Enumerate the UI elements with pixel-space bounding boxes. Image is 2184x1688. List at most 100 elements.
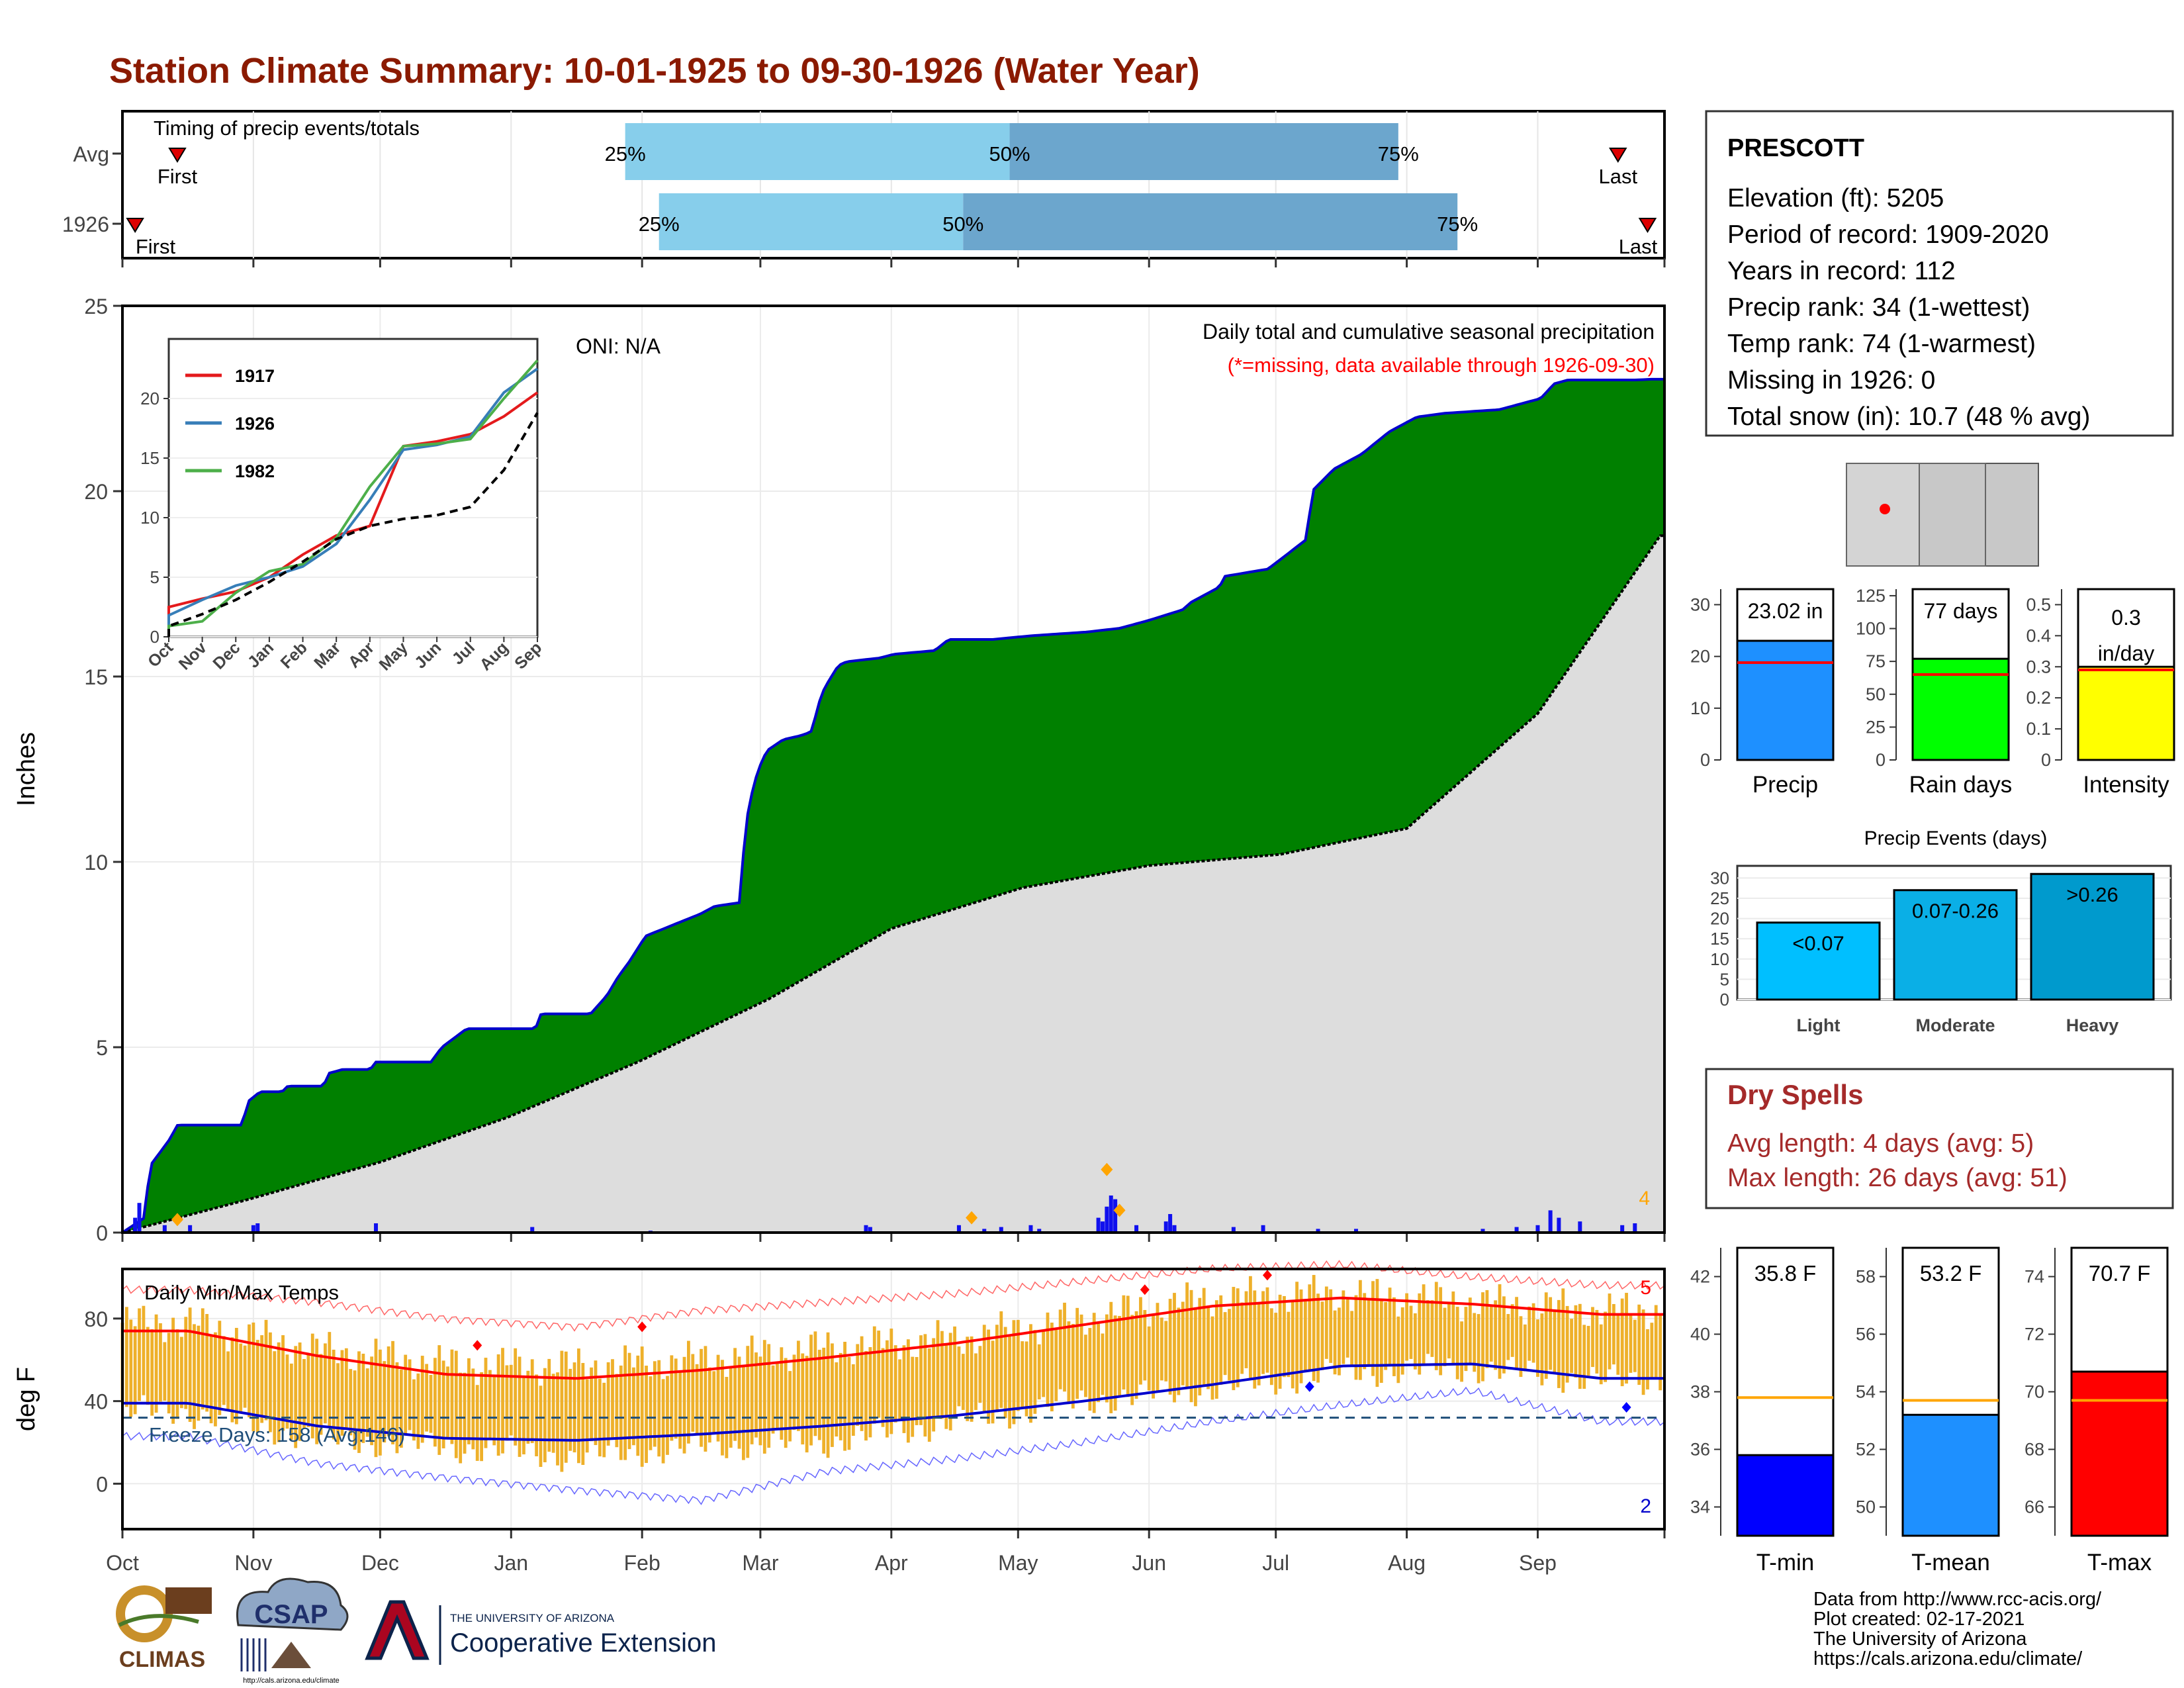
daily-temp-bar bbox=[420, 1356, 424, 1443]
daily-temp-bar bbox=[737, 1356, 741, 1449]
month-label: May bbox=[998, 1551, 1038, 1575]
daily-temp-bar bbox=[733, 1348, 737, 1441]
daily-temp-bar bbox=[264, 1319, 268, 1421]
daily-temp-bar bbox=[741, 1364, 745, 1460]
daily-temp-bar bbox=[378, 1349, 382, 1456]
climas-block bbox=[165, 1587, 212, 1614]
daily-temp-bar bbox=[1050, 1323, 1054, 1412]
daily-temp-bar bbox=[611, 1359, 614, 1439]
daily-temp-bar bbox=[1092, 1313, 1096, 1413]
daily-temp-bar bbox=[953, 1326, 956, 1418]
station-info-line: Period of record: 1909-2020 bbox=[1727, 220, 2049, 249]
daily-temp-bar bbox=[948, 1333, 952, 1430]
daily-temp-bar bbox=[1418, 1293, 1422, 1375]
daily-precip-bar bbox=[530, 1227, 535, 1233]
record-low-count: 2 bbox=[1640, 1495, 1651, 1517]
pct-25-label: 25% bbox=[639, 212, 680, 236]
daily-temp-bar bbox=[1477, 1314, 1480, 1383]
daily-temp-bar bbox=[1549, 1297, 1553, 1370]
daily-temp-bar bbox=[1582, 1325, 1586, 1389]
tempbar-bar bbox=[1901, 1413, 2000, 1537]
daily-temp-bar bbox=[1042, 1330, 1046, 1397]
daily-temp-bar bbox=[843, 1341, 846, 1451]
daily-temp-bar bbox=[535, 1374, 538, 1456]
daily-temp-bar bbox=[886, 1340, 889, 1438]
daily-temp-bar bbox=[277, 1342, 281, 1442]
daily-temp-bar bbox=[716, 1354, 720, 1442]
daily-temp-bar bbox=[1130, 1315, 1134, 1405]
last-event-marker bbox=[1609, 148, 1627, 163]
daily-temp-bar bbox=[1118, 1315, 1121, 1397]
daily-temp-bar bbox=[1494, 1300, 1498, 1370]
daily-temp-bar bbox=[1214, 1300, 1218, 1399]
daily-temp-bar bbox=[1388, 1288, 1392, 1367]
month-label: Jul bbox=[1262, 1551, 1289, 1575]
daily-temp-bar bbox=[822, 1347, 826, 1454]
daily-temp-bar bbox=[758, 1356, 762, 1446]
daily-temp-bar bbox=[1591, 1307, 1594, 1368]
daily-precip-bar bbox=[188, 1225, 193, 1233]
climas-logo: CLIMAS bbox=[116, 1585, 212, 1672]
daily-temp-bar bbox=[336, 1363, 340, 1445]
dry-spells-max: Max length: 26 days (avg: 51) bbox=[1727, 1164, 2068, 1192]
daily-temp-bar bbox=[776, 1362, 779, 1430]
precip-event-value: 0.07-0.26 bbox=[1912, 900, 1999, 923]
daily-temp-bar bbox=[572, 1362, 576, 1453]
daily-temp-bar bbox=[484, 1358, 488, 1448]
credit-line: https://cals.arizona.edu/climate/ bbox=[1813, 1648, 2083, 1669]
daily-precip-bar bbox=[1028, 1225, 1033, 1233]
normal-cumulative-area bbox=[122, 536, 1664, 1233]
extreme-precip-marker bbox=[171, 1213, 183, 1227]
daily-temp-bar bbox=[602, 1382, 606, 1458]
month-label: Feb bbox=[624, 1551, 660, 1575]
daily-temp-bar bbox=[784, 1358, 788, 1448]
daily-temp-bar bbox=[1358, 1280, 1362, 1380]
daily-temp-bar bbox=[1283, 1295, 1286, 1378]
month-label: Dec bbox=[361, 1551, 399, 1575]
daily-temp-bar bbox=[729, 1366, 733, 1448]
daily-temp-bar bbox=[218, 1321, 222, 1415]
daily-temp-bar bbox=[1502, 1296, 1506, 1374]
daily-temp-bar bbox=[1489, 1306, 1493, 1362]
summary-bar bbox=[2077, 665, 2175, 761]
daily-temp-bar bbox=[864, 1350, 868, 1441]
daily-temp-bar bbox=[1422, 1284, 1426, 1366]
daily-temp-bar bbox=[872, 1326, 876, 1424]
daily-temp-bar bbox=[1578, 1303, 1582, 1389]
daily-temp-bar bbox=[1198, 1297, 1202, 1396]
daily-precip-bar bbox=[1578, 1221, 1582, 1233]
daily-temp-bar bbox=[1210, 1316, 1214, 1400]
csap-cloud-icon bbox=[236, 1577, 349, 1631]
daily-temp-bar bbox=[767, 1344, 771, 1448]
tempbar-ytick-label: 52 bbox=[1856, 1440, 1876, 1460]
daily-temp-bar bbox=[1637, 1304, 1641, 1385]
daily-temp-bar bbox=[1054, 1329, 1058, 1401]
daily-precip-bar bbox=[1557, 1217, 1561, 1233]
precip-ylabel: Inches bbox=[13, 732, 40, 806]
daily-temp-bar bbox=[1249, 1276, 1252, 1378]
precip-event-value: <0.07 bbox=[1792, 932, 1844, 955]
daily-temp-bar bbox=[653, 1361, 657, 1447]
tempbar-ytick-label: 72 bbox=[2025, 1325, 2044, 1344]
daily-temp-bar bbox=[1574, 1305, 1578, 1378]
summary-bar bbox=[1736, 639, 1835, 761]
daily-temp-bar bbox=[995, 1325, 999, 1413]
daily-temp-bar bbox=[1333, 1310, 1337, 1375]
daily-temp-bar bbox=[310, 1333, 314, 1438]
temp-ytick-label: 80 bbox=[84, 1307, 108, 1331]
daily-temp-bar bbox=[700, 1348, 703, 1447]
daily-temp-bar bbox=[239, 1343, 243, 1414]
daily-temp-bar bbox=[1088, 1328, 1092, 1411]
page-title: Station Climate Summary: 10-01-1925 to 0… bbox=[109, 51, 1200, 91]
daily-temp-bar bbox=[1308, 1284, 1312, 1371]
right-column: PRESCOTT Elevation (ft): 5205 Period of re… bbox=[1690, 110, 2175, 1575]
daily-temp-bar bbox=[670, 1355, 674, 1441]
tempbar-ytick-label: 56 bbox=[1856, 1325, 1876, 1344]
csap-logo: CSAP http://cals.arizona.edu/climate bbox=[236, 1577, 349, 1685]
daily-temp-bar bbox=[205, 1314, 209, 1412]
daily-temp-bar bbox=[762, 1340, 766, 1454]
daily-temp-bar bbox=[1481, 1292, 1484, 1382]
daily-temp-bar bbox=[1659, 1313, 1662, 1391]
daily-temp-bar bbox=[961, 1354, 965, 1410]
daily-precip-bar bbox=[1037, 1229, 1042, 1233]
